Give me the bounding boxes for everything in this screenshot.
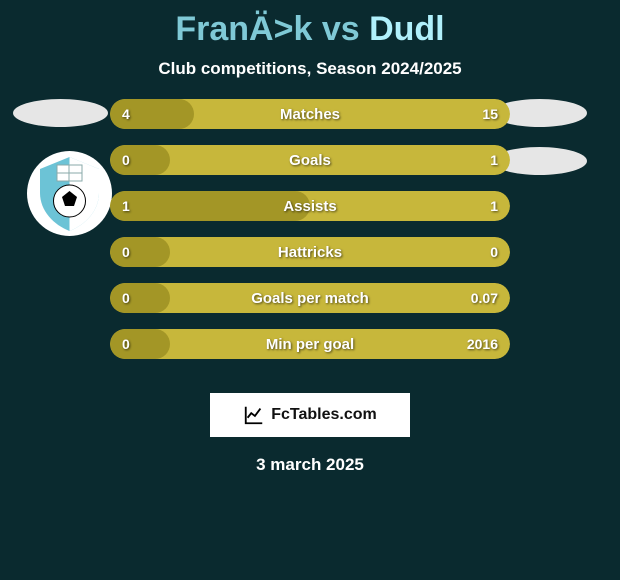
stat-right-value: 15 [482, 99, 498, 129]
chart-icon [243, 404, 265, 426]
stat-label: Min per goal [110, 329, 510, 359]
club-crest [27, 151, 112, 236]
stat-row: 0Min per goal2016 [110, 329, 510, 359]
stat-right-value: 1 [490, 145, 498, 175]
watermark: FcTables.com [210, 393, 410, 437]
stat-label: Assists [110, 191, 510, 221]
stat-label: Goals [110, 145, 510, 175]
stat-label: Hattricks [110, 237, 510, 267]
stat-right-value: 2016 [467, 329, 498, 359]
stat-right-value: 0 [490, 237, 498, 267]
shield-icon [27, 151, 112, 236]
comparison-area: 4Matches150Goals11Assists10Hattricks00Go… [0, 99, 620, 379]
stat-label: Matches [110, 99, 510, 129]
page-title: FranÄ>k vs Dudl [0, 0, 620, 49]
placeholder-ellipse [13, 99, 108, 127]
stat-row: 0Hattricks0 [110, 237, 510, 267]
stat-row: 0Goals1 [110, 145, 510, 175]
player2-name: Dudl [369, 10, 445, 48]
stat-row: 1Assists1 [110, 191, 510, 221]
stat-row: 0Goals per match0.07 [110, 283, 510, 313]
player1-name: FranÄ>k [175, 10, 312, 48]
watermark-text: FcTables.com [271, 406, 377, 424]
vs-text: vs [322, 10, 369, 48]
stat-bars: 4Matches150Goals11Assists10Hattricks00Go… [110, 99, 510, 375]
stat-row: 4Matches15 [110, 99, 510, 129]
subtitle: Club competitions, Season 2024/2025 [0, 59, 620, 79]
stat-right-value: 0.07 [471, 283, 498, 313]
date: 3 march 2025 [0, 455, 620, 475]
stat-label: Goals per match [110, 283, 510, 313]
stat-right-value: 1 [490, 191, 498, 221]
